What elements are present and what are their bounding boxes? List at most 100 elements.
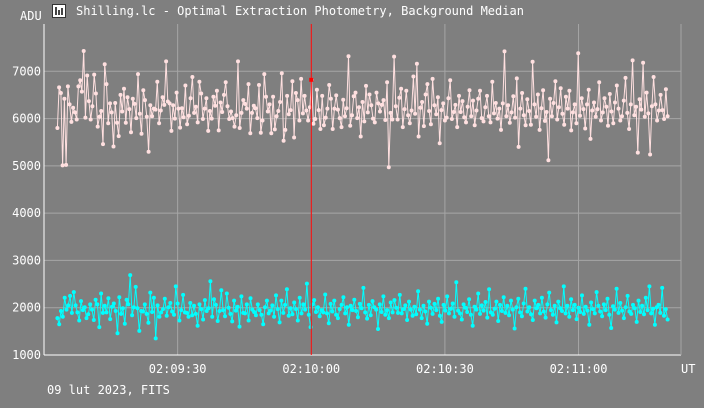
- data-point: [236, 59, 240, 64]
- data-point: [151, 295, 156, 300]
- data-point: [229, 109, 233, 114]
- data-point: [246, 318, 251, 323]
- data-point: [223, 80, 228, 85]
- data-point: [418, 105, 423, 110]
- data-point: [416, 134, 421, 139]
- data-point: [104, 82, 109, 87]
- data-point: [243, 311, 247, 316]
- data-point: [220, 110, 225, 114]
- data-point: [434, 308, 439, 313]
- data-point: [521, 301, 526, 306]
- data-point: [496, 319, 501, 323]
- data-point: [221, 308, 226, 313]
- data-point: [327, 83, 332, 87]
- data-point: [583, 304, 588, 309]
- data-point: [150, 310, 155, 314]
- data-point: [131, 305, 136, 310]
- data-point: [511, 94, 516, 99]
- data-point: [509, 298, 513, 303]
- data-point: [503, 310, 508, 315]
- data-point: [419, 316, 424, 321]
- data-point: [65, 84, 70, 89]
- data-point: [192, 303, 196, 308]
- data-point: [102, 62, 107, 67]
- data-point: [153, 107, 158, 112]
- data-point: [448, 78, 453, 83]
- data-point: [248, 296, 253, 301]
- data-point: [486, 114, 491, 119]
- data-point: [148, 103, 153, 108]
- y-tick-label: 3000: [12, 253, 41, 267]
- data-point: [427, 299, 431, 304]
- data-point: [153, 336, 158, 341]
- data-point: [655, 118, 660, 123]
- data-point: [541, 309, 546, 314]
- data-point: [244, 106, 249, 111]
- data-point: [442, 118, 447, 123]
- data-point: [556, 105, 561, 110]
- data-point: [197, 302, 202, 307]
- data-point: [111, 301, 116, 306]
- data-point: [611, 304, 615, 309]
- data-point: [379, 310, 384, 314]
- data-point: [348, 303, 353, 308]
- data-point: [651, 75, 656, 79]
- data-point: [662, 313, 666, 318]
- data-point: [597, 80, 602, 85]
- data-point: [549, 114, 554, 119]
- data-point: [253, 106, 258, 111]
- data-point: [199, 91, 204, 96]
- data-point: [590, 108, 595, 113]
- data-point: [606, 123, 610, 128]
- data-point: [634, 319, 639, 324]
- data-point: [271, 94, 276, 99]
- data-point: [71, 105, 76, 110]
- data-point: [583, 126, 588, 131]
- y-axis-label: ADU: [20, 9, 42, 23]
- data-point: [516, 296, 521, 301]
- data-point: [581, 107, 586, 112]
- data-point: [530, 318, 535, 322]
- data-point: [521, 113, 526, 118]
- data-point: [463, 305, 468, 310]
- data-point: [74, 117, 79, 122]
- series-upper: [55, 49, 670, 170]
- data-point: [437, 141, 442, 146]
- data-point: [465, 310, 470, 314]
- data-point: [66, 303, 71, 308]
- data-point: [120, 109, 125, 114]
- data-point: [404, 88, 409, 93]
- data-point: [632, 113, 637, 118]
- data-point: [293, 91, 298, 95]
- data-point: [443, 308, 448, 313]
- data-point: [335, 316, 340, 321]
- data-point: [634, 104, 639, 109]
- data-point: [596, 303, 601, 308]
- data-point: [542, 118, 547, 123]
- data-point: [383, 118, 388, 122]
- data-point: [646, 111, 651, 116]
- data-point: [512, 326, 517, 331]
- data-point: [519, 314, 524, 319]
- light-curve-app-icon[interactable]: [52, 4, 66, 18]
- data-point: [364, 83, 368, 88]
- data-point: [543, 315, 548, 320]
- data-point: [64, 162, 69, 167]
- data-point: [509, 110, 514, 115]
- data-point: [321, 123, 326, 128]
- data-point: [435, 95, 440, 100]
- data-point: [456, 308, 461, 313]
- data-point: [367, 92, 372, 97]
- data-point: [186, 314, 191, 319]
- data-point: [144, 114, 149, 119]
- data-point: [545, 302, 550, 307]
- title-bar: Shilling.lc - Optimal Extraction Photome…: [0, 0, 704, 24]
- data-point: [330, 309, 335, 314]
- data-point: [651, 306, 656, 311]
- data-point: [150, 114, 155, 119]
- data-point: [665, 317, 670, 322]
- data-point: [283, 302, 288, 307]
- data-point: [376, 327, 380, 331]
- data-point: [587, 322, 592, 327]
